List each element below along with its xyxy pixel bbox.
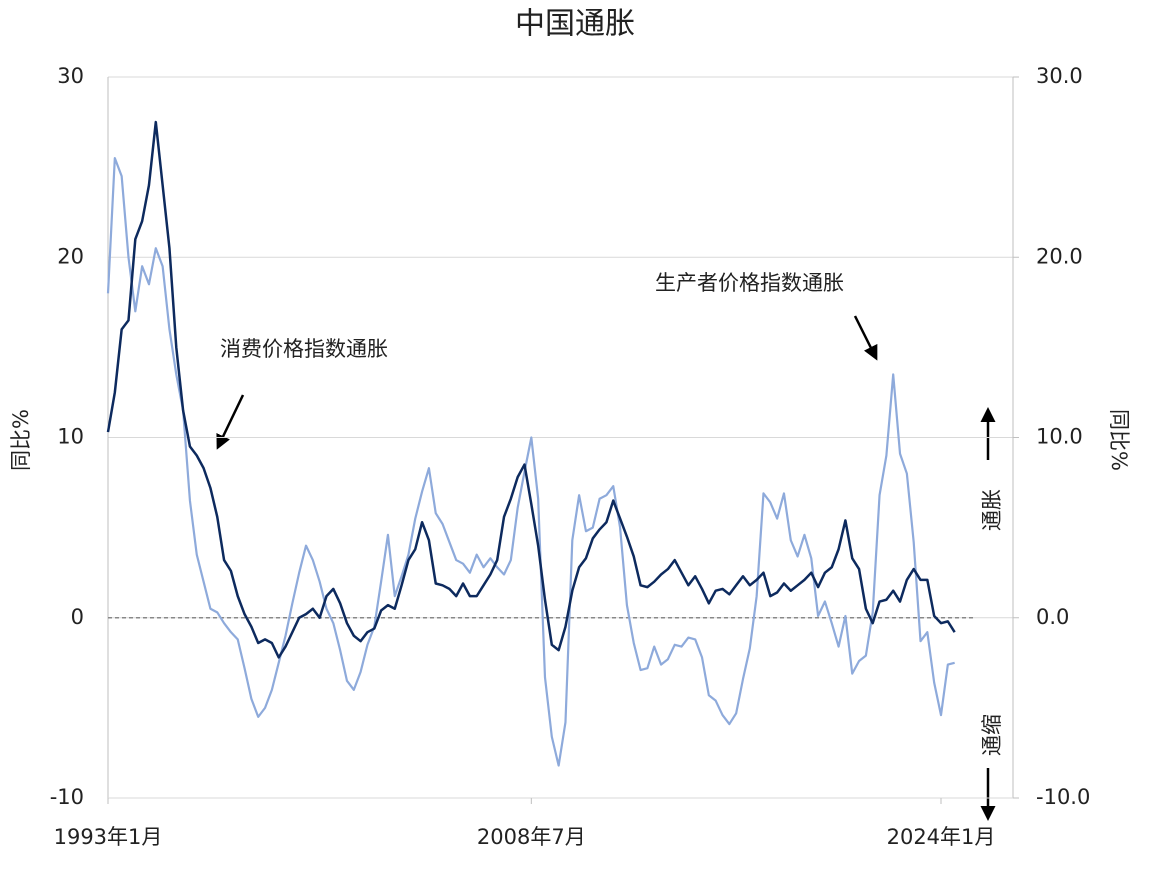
- annotation: 通胀: [980, 489, 1004, 531]
- y2-axis-label: 同比%: [1107, 409, 1131, 471]
- line-series: [106, 157, 955, 767]
- annotation: 消费价格指数通胀: [220, 337, 388, 361]
- arrow: [853, 315, 878, 361]
- y-tick-label: 20: [57, 244, 84, 268]
- chart-title: 中国通胀: [515, 7, 635, 42]
- arrow: [216, 394, 245, 450]
- annotation: 通缩: [980, 714, 1004, 756]
- x-tick-label: 2008年7月: [477, 825, 586, 849]
- x-tick-label: 1993年1月: [54, 825, 163, 849]
- y-tick-label: 10: [57, 425, 84, 449]
- y2-tick-label: -10.0: [1036, 785, 1090, 809]
- y-tick-label: 30: [57, 64, 84, 88]
- y2-tick-label: 20.0: [1036, 244, 1083, 268]
- x-tick-label: 2024年1月: [887, 825, 996, 849]
- y-tick-label: 0: [71, 605, 84, 629]
- y2-tick-label: 10.0: [1036, 425, 1083, 449]
- y-tick-label: -10: [50, 785, 84, 809]
- line-series: [106, 120, 956, 659]
- annotation: 生产者价格指数通胀: [655, 271, 844, 295]
- y2-tick-label: 0.0: [1036, 605, 1069, 629]
- y-axis-label: 同比%: [9, 409, 33, 471]
- y2-tick-label: 30.0: [1036, 64, 1083, 88]
